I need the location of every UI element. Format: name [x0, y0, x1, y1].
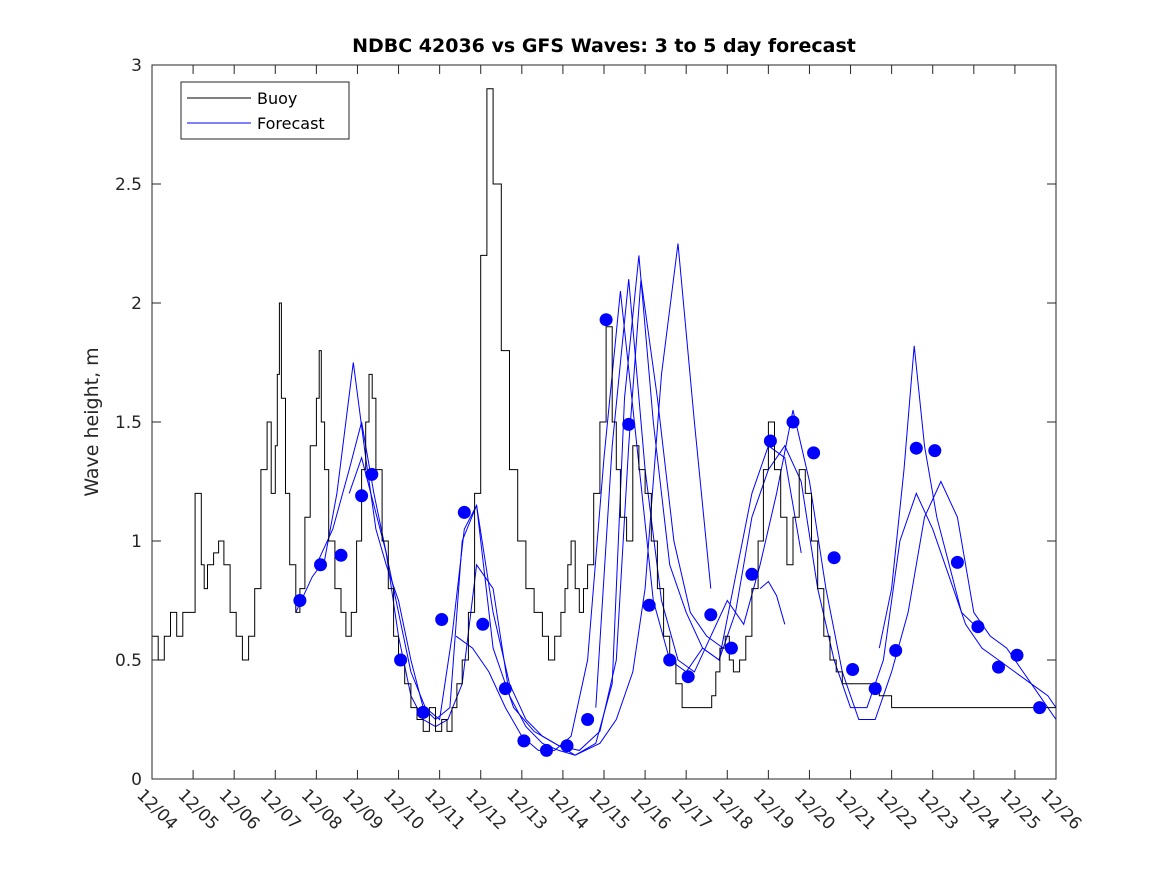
forecast-point [928, 444, 942, 458]
forecast-point [394, 653, 408, 667]
y-tick-label: 0.5 [115, 651, 142, 671]
forecast-point [622, 417, 636, 431]
forecast-line [315, 279, 724, 751]
forecast-point [498, 682, 512, 696]
y-tick-label: 2 [131, 294, 142, 314]
forecast-point [457, 505, 471, 519]
forecast-point [868, 682, 882, 696]
forecast-line [759, 580, 786, 625]
forecast-point [663, 653, 677, 667]
buoy-line-group [152, 88, 1056, 732]
buoy-line [152, 88, 1056, 732]
forecast-point [540, 743, 553, 757]
forecast-point [827, 551, 841, 565]
forecast-point [355, 489, 369, 503]
y-axis-label: Wave height, m [81, 347, 103, 496]
forecast-point [314, 558, 327, 572]
forecast-point [599, 313, 613, 327]
forecast-point [807, 446, 821, 460]
forecast-point [416, 705, 430, 719]
y-tick-label: 0 [131, 770, 142, 790]
forecast-point [334, 548, 348, 562]
y-tick-label: 1 [131, 532, 142, 552]
forecast-point [704, 608, 718, 622]
forecast-point [517, 734, 531, 748]
forecast-point [763, 434, 777, 448]
y-tick-label: 2.5 [115, 175, 142, 195]
chart-title: NDBC 42036 vs GFS Waves: 3 to 5 day fore… [352, 35, 856, 57]
forecast-point [476, 617, 490, 631]
legend-buoy-label: Buoy [257, 89, 297, 108]
forecast-point [889, 644, 903, 657]
forecast-point [786, 415, 800, 429]
y-tick-labels: 0 0.5 1 1.5 2 2.5 3 [115, 56, 142, 790]
forecast-point [992, 660, 1005, 674]
legend: Buoy Forecast [180, 81, 350, 140]
forecast-point [1033, 701, 1047, 715]
forecast-point [681, 670, 695, 684]
forecast-point [293, 594, 307, 607]
forecast-point [435, 613, 449, 626]
forecast-point [745, 567, 759, 581]
forecast-line [595, 279, 1057, 720]
axis-ticks [151, 64, 1057, 780]
forecast-point [581, 713, 595, 726]
plot-frame [151, 64, 1057, 780]
y-tick-label: 1.5 [115, 413, 142, 433]
y-tick-label: 3 [131, 56, 142, 76]
forecast-point [365, 467, 379, 481]
forecast-point [971, 620, 985, 634]
legend-box [180, 81, 350, 140]
forecast-point [724, 641, 738, 655]
forecast-point [909, 441, 923, 455]
forecast-point [560, 739, 574, 753]
forecast-point [950, 555, 964, 569]
forecast-line [295, 243, 712, 756]
forecast-point [846, 663, 860, 676]
forecast-point [1010, 648, 1024, 662]
forecast-line [455, 291, 1057, 751]
legend-forecast-label: Forecast [257, 114, 325, 133]
forecast-line [878, 345, 975, 649]
forecast-points [293, 313, 1047, 757]
forecast-point [642, 598, 656, 612]
